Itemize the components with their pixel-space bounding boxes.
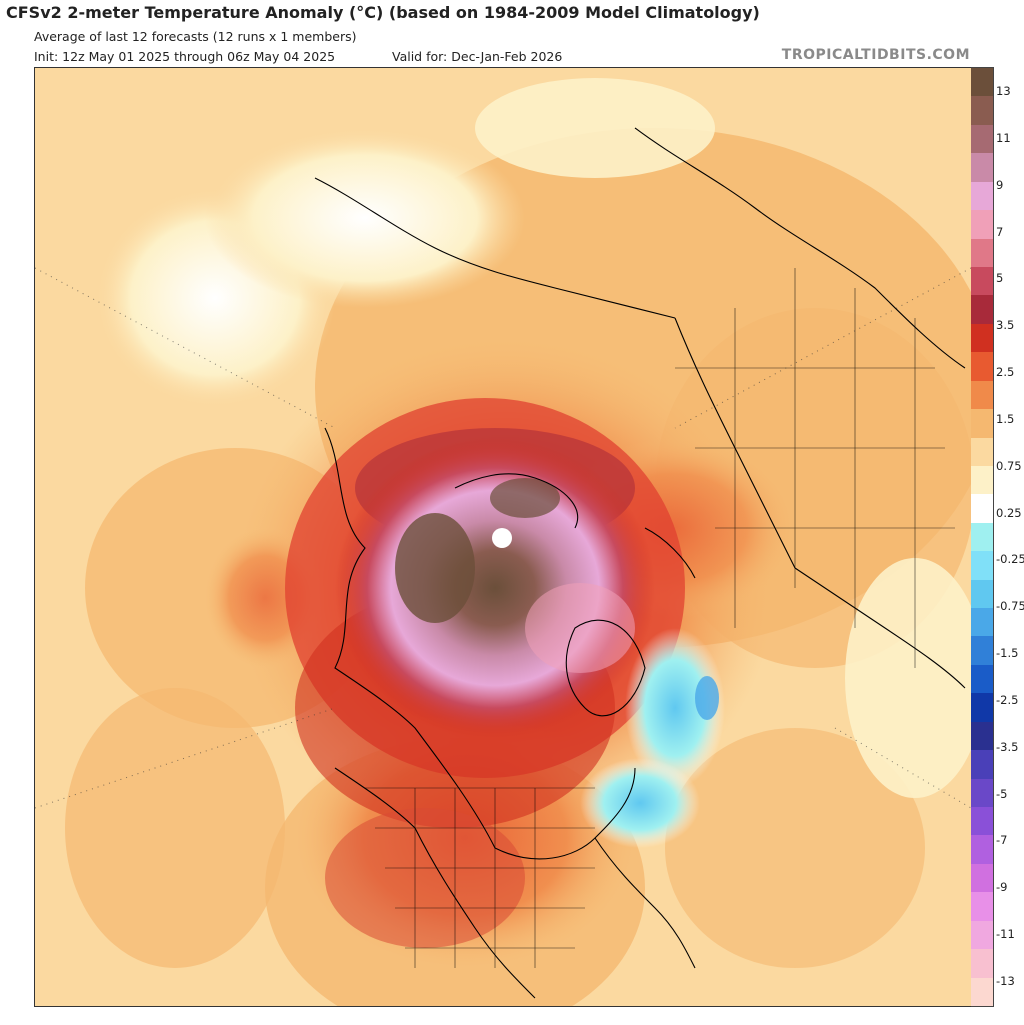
colorbar-swatch: [971, 380, 993, 410]
colorbar-tick-label: -13: [996, 974, 1015, 988]
colorbar-swatch: [971, 210, 993, 240]
state-borders: [365, 268, 955, 968]
colorbar-swatch: [971, 920, 993, 950]
colorbar-tick-label: -9: [996, 880, 1008, 895]
colorbar-tick-label: 5: [996, 271, 1004, 286]
colorbar-tick-label: 0.75: [996, 458, 1022, 473]
colorbar-tick-label: 0.25: [996, 505, 1022, 520]
colorbar-tick-label: -0.75: [996, 599, 1024, 614]
colorbar-swatch: [971, 323, 993, 353]
colorbar-swatch: [971, 608, 993, 637]
valid-period: Valid for: Dec-Jan-Feb 2026: [392, 49, 563, 64]
colorbar-swatch: [971, 778, 993, 808]
colorbar-tick-label: 7: [996, 224, 1004, 239]
colorbar-swatch: [971, 835, 993, 865]
brand-watermark: TROPICALTIDBITS.COM: [781, 47, 970, 63]
colorbar-swatch: [971, 522, 993, 552]
colorbar-tick-label: 2.5: [996, 365, 1015, 380]
colorbar-swatch: [971, 579, 993, 609]
colorbar-swatch: [971, 124, 993, 154]
colorbar-swatch: [971, 68, 993, 97]
anomaly-map: [34, 67, 972, 1007]
colorbar-tick-label: -1.5: [996, 646, 1019, 661]
colorbar-swatch: [971, 409, 993, 438]
colorbar-swatch: [971, 693, 993, 723]
colorbar-tick-label: -11: [996, 927, 1015, 942]
anomaly-field: [65, 78, 971, 1006]
colorbar-swatch: [971, 437, 993, 467]
colorbar-swatch: [971, 352, 993, 382]
colorbar-swatch: [971, 96, 993, 126]
lat-lon-dots: [35, 267, 971, 809]
colorbar-swatch: [971, 181, 993, 211]
colorbar: [971, 67, 994, 1007]
colorbar-tick-label: -3.5: [996, 739, 1019, 754]
colorbar-tick-label: 11: [996, 130, 1011, 145]
colorbar-tick-label: -0.25: [996, 552, 1024, 567]
init-time: Init: 12z May 01 2025 through 06z May 04…: [34, 49, 336, 64]
colorbar-tick-label: -7: [996, 833, 1008, 848]
colorbar-swatch: [971, 238, 993, 268]
colorbar-swatch: [971, 664, 993, 694]
colorbar-swatch: [971, 863, 993, 893]
colorbar-swatch: [971, 494, 993, 524]
chart-subtitle: Average of last 12 forecasts (12 runs x …: [34, 29, 357, 44]
colorbar-swatch: [971, 977, 993, 1007]
colorbar-swatch: [971, 465, 993, 495]
colorbar-swatch: [971, 892, 993, 922]
colorbar-swatch: [971, 750, 993, 780]
colorbar-tick-label: -5: [996, 786, 1008, 801]
colorbar-tick-label: 13: [996, 84, 1011, 98]
colorbar-swatch: [971, 266, 993, 296]
colorbar-swatch: [971, 636, 993, 666]
colorbar-swatch: [971, 807, 993, 836]
colorbar-swatch: [971, 153, 993, 183]
colorbar-tick-label: 1.5: [996, 411, 1015, 426]
map-canvas: [35, 68, 971, 1006]
chart-title: CFSv2 2-meter Temperature Anomaly (°C) (…: [6, 3, 760, 22]
colorbar-swatch: [971, 551, 993, 581]
colorbar-swatch: [971, 295, 993, 325]
colorbar-tick-label: 9: [996, 177, 1004, 192]
colorbar-tick-label: -2.5: [996, 692, 1019, 707]
coastlines: [314, 127, 966, 999]
colorbar-swatch: [971, 949, 993, 979]
colorbar-swatch: [971, 721, 993, 751]
colorbar-tick-label: 3.5: [996, 318, 1015, 333]
